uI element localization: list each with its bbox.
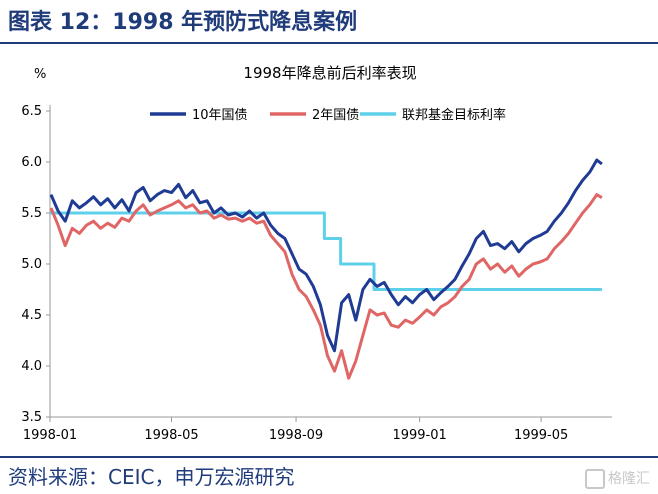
y-axis-label: % <box>34 67 46 82</box>
x-tick-label: 1998-01 <box>23 428 77 443</box>
y-tick-label: 6.5 <box>21 104 42 119</box>
y-tick-label: 3.5 <box>21 410 42 425</box>
axes: 3.5 4.0 4.5 5.0 5.5 6.0 6.5 1998-01 1998-05 1998-… <box>21 104 612 443</box>
x-tick-label: 1998-09 <box>269 428 323 443</box>
series-line-1 <box>49 193 603 380</box>
watermark-icon <box>585 469 605 489</box>
y-tick-label: 4.0 <box>21 359 42 374</box>
title-rule <box>0 42 658 44</box>
legend-label-0: 10年国债 <box>192 108 248 123</box>
series-lines <box>49 158 603 380</box>
x-tick-label: 1999-05 <box>514 428 568 443</box>
chart-title: 1998年降息前后利率表现 <box>243 64 416 82</box>
legend-label-1: 2年国债 <box>312 108 359 123</box>
legend: 10年国债 2年国债 联邦基金目标利率 <box>150 107 506 123</box>
series-line-0 <box>49 158 603 353</box>
x-tick-label: 1998-05 <box>144 428 198 443</box>
figure-title: 图表 12：1998 年预防式降息案例 <box>8 10 358 35</box>
x-tick-label: 1999-01 <box>392 428 446 443</box>
y-tick-label: 5.0 <box>21 257 42 272</box>
y-tick-label: 4.5 <box>21 308 42 323</box>
legend-label-2: 联邦基金目标利率 <box>402 107 506 123</box>
y-tick-label: 6.0 <box>21 155 42 170</box>
y-tick-label: 5.5 <box>21 206 42 221</box>
source-rule <box>0 456 658 458</box>
watermark: 格隆汇 <box>585 468 650 489</box>
watermark-text: 格隆汇 <box>608 471 650 487</box>
source-note: 资料来源：CEIC，申万宏源研究 <box>8 465 295 489</box>
line-chart: 1998年降息前后利率表现 % 3.5 4.0 4.5 5.0 5.5 6.0 6.5 199… <box>21 64 612 443</box>
